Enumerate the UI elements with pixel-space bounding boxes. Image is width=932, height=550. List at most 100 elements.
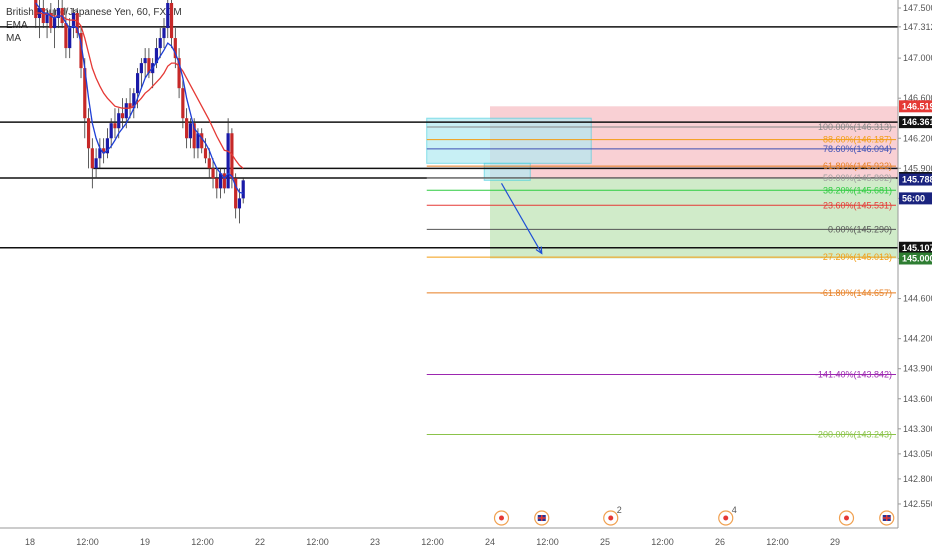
candle-body-30 xyxy=(147,58,151,74)
y-tick-label-8: 144.600 xyxy=(903,294,932,304)
price-tag-bg-4[interactable] xyxy=(899,173,932,186)
candle-body-11 xyxy=(75,13,79,34)
cyan-box-1[interactable] xyxy=(483,162,531,181)
candle-body-21 xyxy=(113,123,117,129)
candle-body-19 xyxy=(105,138,110,154)
candle-body-17 xyxy=(98,148,102,159)
price-tag-label-0: 146.519 xyxy=(902,101,932,111)
candle-body-13 xyxy=(83,68,87,119)
x-tick-label-2: 19 xyxy=(140,537,150,547)
candle-body-36 xyxy=(169,3,174,39)
fib-level-label-0: 100.00%(146.313) xyxy=(818,122,892,132)
y-tick-label-1: 147.312 xyxy=(903,22,932,32)
x-tick-label-3: 12:00 xyxy=(191,537,214,547)
x-tick-label-10: 25 xyxy=(600,537,610,547)
x-tick-label-7: 12:00 xyxy=(421,537,444,547)
event-count-2: 2 xyxy=(617,505,622,515)
price-tag-bg-7[interactable] xyxy=(899,252,932,265)
fib-level-label-7: 0.00%(145.290) xyxy=(828,224,892,234)
projection-arrow-shaft[interactable] xyxy=(500,183,543,254)
candle-body-38 xyxy=(177,58,181,89)
candle-body-16 xyxy=(94,158,98,169)
y-tick-label-3: 146.600 xyxy=(903,93,932,103)
price-tag-bg-0[interactable] xyxy=(899,100,932,113)
fib-level-label-2: 78.60%(146.094) xyxy=(823,144,892,154)
moving-averages-layer xyxy=(35,2,244,194)
candle-body-33 xyxy=(158,38,162,49)
candle-body-28 xyxy=(139,63,143,74)
candle-body-27 xyxy=(135,73,140,94)
candle-body-48 xyxy=(215,178,219,189)
candle-body-46 xyxy=(207,158,211,169)
price-tag-bg-6[interactable] xyxy=(899,241,932,254)
candle-body-52 xyxy=(230,133,234,179)
x-tick-label-1: 12:00 xyxy=(76,537,99,547)
y-tick-label-13: 143.050 xyxy=(903,449,932,459)
x-tick-label-12: 26 xyxy=(715,537,725,547)
candle-body-43 xyxy=(196,133,200,149)
x-tick-label-4: 22 xyxy=(255,537,265,547)
y-tick-label-11: 143.600 xyxy=(903,394,932,404)
candle-body-42 xyxy=(192,123,196,149)
fib-level-label-11: -200.00%(143.243) xyxy=(815,430,892,440)
candle-body-53 xyxy=(234,178,238,209)
symbol-title[interactable]: British Pound/Japanese Yen, 60, FXCM xyxy=(6,7,182,18)
cyan-box-0[interactable] xyxy=(426,117,592,164)
candle-body-29 xyxy=(143,58,147,64)
projection-arrow-head xyxy=(535,246,543,255)
candle-body-20 xyxy=(109,123,113,139)
candle-body-41 xyxy=(188,123,193,139)
ma-line[interactable] xyxy=(35,2,244,194)
candles-layer xyxy=(34,0,245,224)
candle-body-3 xyxy=(45,13,49,24)
fib-level-label-1: 88.60%(146.187) xyxy=(823,135,892,145)
price-tag-label-4: 145.788 xyxy=(902,175,932,185)
candle-body-25 xyxy=(128,103,132,109)
price-tag-bg-1[interactable] xyxy=(899,116,932,129)
x-tick-label-9: 12:00 xyxy=(536,537,559,547)
candle-body-23 xyxy=(120,113,125,119)
fib-level-label-3: 61.80%(145.922) xyxy=(823,161,892,171)
event-count-3: 4 xyxy=(732,505,737,515)
y-tick-label-0: 147.500 xyxy=(903,3,932,13)
x-tick-label-8: 24 xyxy=(485,537,495,547)
x-tick-label-14: 29 xyxy=(830,537,840,547)
y-tick-label-12: 143.300 xyxy=(903,424,932,434)
price-tag-label-6: 145.107 xyxy=(902,243,932,253)
candle-body-55 xyxy=(241,180,245,199)
candle-body-35 xyxy=(166,3,170,29)
candle-body-37 xyxy=(173,38,177,59)
candle-body-32 xyxy=(154,48,159,64)
y-tick-label-10: 143.900 xyxy=(903,364,932,374)
price-tag-label-1: 146.361 xyxy=(902,117,932,127)
candle-body-40 xyxy=(185,118,189,139)
x-tick-label-0: 18 xyxy=(25,537,35,547)
fib-level-label-8: -27.20%(145.013) xyxy=(820,252,892,262)
candle-body-54 xyxy=(237,198,242,209)
fib-level-label-5: 38.20%(145.681) xyxy=(823,185,892,195)
candle-body-2 xyxy=(41,8,45,24)
x-tick-label-11: 12:00 xyxy=(651,537,674,547)
candle-body-51 xyxy=(226,133,230,189)
candle-body-4 xyxy=(49,13,53,29)
candle-body-0 xyxy=(34,0,38,19)
take-profit-zone[interactable] xyxy=(490,178,898,259)
candle-body-49 xyxy=(218,173,223,189)
candle-body-22 xyxy=(117,113,121,129)
fib-level-label-4: 50.00%(145.802) xyxy=(823,173,892,183)
event-dot-icon-2 xyxy=(608,515,614,521)
candle-body-26 xyxy=(132,93,136,109)
candle-body-9 xyxy=(68,28,72,49)
zones-layer xyxy=(426,106,898,259)
candle-body-5 xyxy=(53,18,57,29)
indicator-ma-label[interactable]: MA xyxy=(6,33,21,44)
candle-body-24 xyxy=(124,103,128,119)
candle-body-45 xyxy=(203,148,208,159)
candle-body-15 xyxy=(90,148,94,169)
price-tag-bg-5[interactable] xyxy=(899,192,932,205)
chart-legend: British Pound/Japanese Yen, 60, FXCM EMA… xyxy=(6,6,182,45)
ema-line[interactable] xyxy=(35,12,244,169)
indicator-ema-label[interactable]: EMA xyxy=(6,20,28,31)
